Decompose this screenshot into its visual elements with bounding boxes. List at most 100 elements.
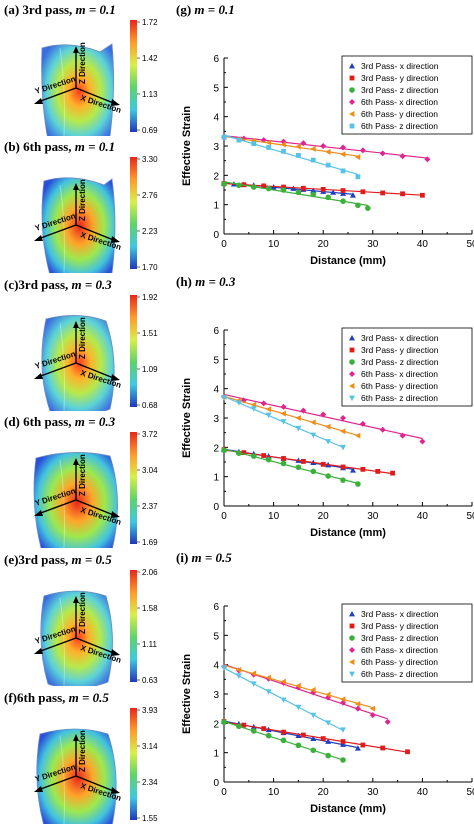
colorbar-tick-label: 1.92 [142, 293, 158, 302]
data-point [221, 395, 227, 401]
data-point [340, 168, 346, 174]
x-axis-arrow [75, 224, 117, 242]
colorbar [130, 708, 137, 820]
legend-marker [349, 659, 355, 665]
data-point [325, 423, 331, 430]
data-point [221, 181, 227, 187]
data-point [261, 726, 267, 732]
y-axis-arrow [37, 775, 77, 791]
data-point [236, 182, 242, 189]
data-point [354, 154, 361, 161]
data-point [310, 747, 317, 754]
x-axis-arrow [75, 362, 117, 380]
colorbar-tick-label: 3.93 [142, 706, 158, 715]
data-point [241, 722, 247, 728]
data-point [359, 147, 366, 154]
colorbar-tick-label: 0.68 [142, 401, 158, 410]
data-point [369, 705, 376, 712]
data-point [354, 700, 361, 707]
data-point [355, 202, 361, 209]
data-point [280, 460, 287, 467]
data-point [265, 456, 272, 463]
data-point [295, 415, 301, 421]
data-point [265, 674, 272, 681]
strain-chart: 0 1 2 3 4 5 6 0 10 20 30 40 50 Distance (mm) Effective… [181, 602, 474, 815]
panel-caption: (b) 6th pass, [4, 139, 75, 154]
x-tick-label: 0 [221, 239, 227, 250]
data-point [355, 481, 361, 487]
legend-entry: 6th Pass- z direction [361, 393, 438, 403]
data-point [295, 732, 302, 739]
data-point [300, 732, 306, 738]
x-axis-label: Distance (mm) [310, 803, 386, 815]
y-tick-label: 6 [213, 54, 219, 65]
x-tick-label: 40 [417, 787, 429, 798]
data-point [221, 134, 227, 140]
data-point [380, 745, 386, 751]
data-point [281, 456, 286, 461]
data-point [330, 189, 337, 195]
data-point [325, 720, 332, 726]
chart-title: (h) m = 0.3 [176, 274, 235, 290]
colorbar-tick-label: 0.63 [142, 676, 158, 685]
y-tick-label: 2 [213, 443, 219, 454]
data-point [399, 432, 406, 439]
x-tick-label: 50 [466, 787, 474, 798]
x-tick-label: 0 [221, 787, 227, 798]
x-axis-label: Distance (mm) [310, 255, 386, 267]
panel-caption: (a) 3rd pass, [4, 2, 76, 17]
data-point [280, 403, 287, 410]
data-point [325, 473, 331, 479]
panel-caption: (f)6th pass, [4, 690, 69, 705]
data-point [295, 464, 302, 471]
y-tick-label: 0 [213, 230, 219, 241]
panel-label: (f)6th pass, m = 0.5 [4, 690, 109, 706]
data-point [340, 739, 346, 744]
data-point [221, 447, 227, 454]
data-point [280, 419, 287, 425]
data-point [340, 190, 347, 196]
data-point [320, 736, 326, 741]
data-point [379, 426, 386, 433]
strain-chart: 0 1 2 3 4 5 6 0 10 20 30 40 50 Distance (mm) Effective… [181, 326, 474, 539]
data-point [300, 407, 307, 414]
z-direction-label: Z Direction [78, 454, 87, 496]
x-tick-label: 20 [318, 787, 330, 798]
colorbar-tick-label: 1.55 [142, 814, 158, 823]
colorbar [130, 20, 137, 132]
data-point [340, 415, 347, 421]
y-axis-label: Effective Strain [181, 106, 193, 186]
legend-marker [349, 647, 355, 653]
strain-chart: 0 1 2 3 4 5 6 0 10 20 30 40 50 Distance (mm) Effective… [181, 54, 474, 267]
legend-entry: 3rd Pass- x direction [361, 609, 439, 619]
colorbar-tick-label: 2.37 [142, 502, 158, 511]
colorbar-tick-label: 1.11 [142, 640, 158, 649]
z-direction-label: Z Direction [78, 42, 87, 84]
colorbar-tick-label: 1.58 [142, 604, 158, 613]
chart-title-prefix: (g) [176, 2, 195, 17]
legend [341, 55, 473, 135]
data-point [310, 187, 317, 193]
data-point [266, 145, 272, 150]
data-point [295, 143, 301, 150]
data-point [251, 141, 257, 147]
data-point [310, 419, 316, 426]
panel-label: (b) 6th pass, m = 0.1 [4, 139, 115, 155]
data-point [340, 727, 347, 733]
data-point [390, 470, 396, 476]
x-tick-label: 50 [466, 239, 474, 250]
legend-entry: 3rd Pass- x direction [361, 333, 439, 343]
y-tick-label: 5 [213, 355, 219, 366]
colorbar-tick-label: 1.13 [142, 90, 158, 99]
colorbar-tick-label: 3.04 [142, 466, 158, 475]
y-tick-label: 0 [213, 778, 219, 789]
z-direction-label: Z Direction [78, 317, 87, 359]
chart-title-m: m = 0.5 [191, 550, 232, 565]
data-point [340, 464, 346, 470]
panel-label: (a) 3rd pass, m = 0.1 [4, 2, 116, 18]
data-point [325, 691, 331, 698]
legend [341, 327, 473, 407]
data-point [349, 192, 356, 198]
data-point [360, 189, 366, 195]
